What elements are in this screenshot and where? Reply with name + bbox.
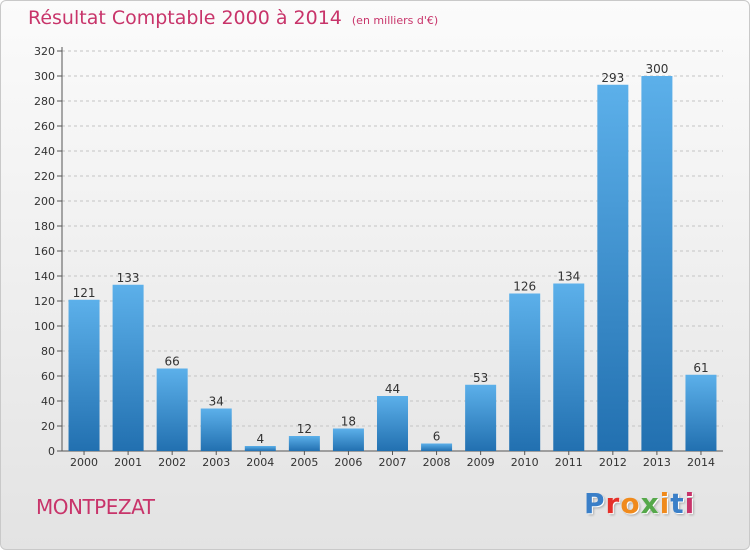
bar-2003 xyxy=(200,408,232,451)
y-tick-label: 120 xyxy=(34,295,55,308)
logo-letter: r xyxy=(605,487,621,520)
data-label: 4 xyxy=(256,432,264,446)
x-tick-label: 2000 xyxy=(70,456,98,469)
title-unit: (en milliers d'€) xyxy=(351,14,439,27)
y-tick-label: 0 xyxy=(48,445,55,458)
y-tick-label: 140 xyxy=(34,270,55,283)
logo-letter: x xyxy=(640,487,660,520)
data-label: 133 xyxy=(117,271,140,285)
x-tick-label: 2011 xyxy=(555,456,583,469)
x-tick-label: 2004 xyxy=(246,456,274,469)
y-tick-label: 200 xyxy=(34,195,55,208)
data-label: 121 xyxy=(73,286,96,300)
y-tick-label: 160 xyxy=(34,245,55,258)
data-label: 44 xyxy=(385,382,400,396)
x-tick-label: 2002 xyxy=(158,456,186,469)
y-tick-label: 180 xyxy=(34,220,55,233)
bar-2007 xyxy=(377,396,408,451)
data-labels: 121 133 66 34 4 12 18 44 6 53 126 134 293 300 61 xyxy=(73,62,709,446)
bar-2010 xyxy=(509,293,541,451)
x-tick-label: 2008 xyxy=(423,456,451,469)
data-label: 293 xyxy=(601,71,624,85)
y-tick-label: 20 xyxy=(41,420,55,433)
x-tick-label: 2005 xyxy=(290,456,318,469)
x-tick-label: 2007 xyxy=(379,456,407,469)
bar-2014 xyxy=(685,374,717,451)
logo-letter: i xyxy=(659,487,671,520)
y-tick-label: 40 xyxy=(41,395,55,408)
x-tick-label: 2003 xyxy=(202,456,230,469)
bar-2011 xyxy=(553,283,585,451)
y-tick-label: 80 xyxy=(41,345,55,358)
data-label: 12 xyxy=(297,422,312,436)
logo-letter: i xyxy=(684,487,696,520)
bar-2002 xyxy=(156,368,188,451)
y-tick-label: 320 xyxy=(34,45,55,58)
data-label: 53 xyxy=(473,371,488,385)
commune-name: MONTPEZAT xyxy=(36,495,155,519)
x-tick-label: 2001 xyxy=(114,456,142,469)
logo-letter: o xyxy=(620,487,641,520)
bar-2006 xyxy=(332,428,364,451)
bar-2008 xyxy=(421,443,453,451)
y-tick-label: 280 xyxy=(34,95,55,108)
x-tick-label: 2006 xyxy=(334,456,362,469)
data-label: 126 xyxy=(513,280,536,294)
x-tick-label: 2010 xyxy=(511,456,539,469)
y-tick-label: 60 xyxy=(41,370,55,383)
y-tick-label: 100 xyxy=(34,320,55,333)
data-label: 61 xyxy=(693,361,708,375)
title-main: Résultat Comptable 2000 à 2014 xyxy=(28,7,342,29)
bar-2001 xyxy=(112,284,144,451)
bar-2009 xyxy=(465,384,497,451)
logo-letter: P xyxy=(584,487,606,520)
data-label: 66 xyxy=(165,355,180,369)
bar-2012 xyxy=(597,84,629,451)
bars xyxy=(68,76,717,451)
y-tick-label: 240 xyxy=(34,145,55,158)
logo-letter: t xyxy=(670,487,685,520)
data-label: 18 xyxy=(341,415,356,429)
x-tick-label: 2009 xyxy=(467,456,495,469)
y-tick-label: 300 xyxy=(34,70,55,83)
bar-2000 xyxy=(68,299,100,451)
x-tick-label: 2013 xyxy=(643,456,671,469)
data-label: 300 xyxy=(645,62,668,76)
proxiti-logo: Proxiti xyxy=(584,487,695,520)
chart-title: Résultat Comptable 2000 à 2014 (en millie… xyxy=(28,7,438,29)
bar-2013 xyxy=(641,76,673,451)
bar-2004 xyxy=(244,446,276,451)
y-tick-label: 260 xyxy=(34,120,55,133)
x-tick-label: 2012 xyxy=(599,456,627,469)
data-label: 34 xyxy=(209,395,224,409)
bar-2005 xyxy=(288,436,320,451)
data-label: 134 xyxy=(557,270,580,284)
x-tick-label: 2014 xyxy=(687,456,715,469)
data-label: 6 xyxy=(433,430,441,444)
y-tick-label: 220 xyxy=(34,170,55,183)
